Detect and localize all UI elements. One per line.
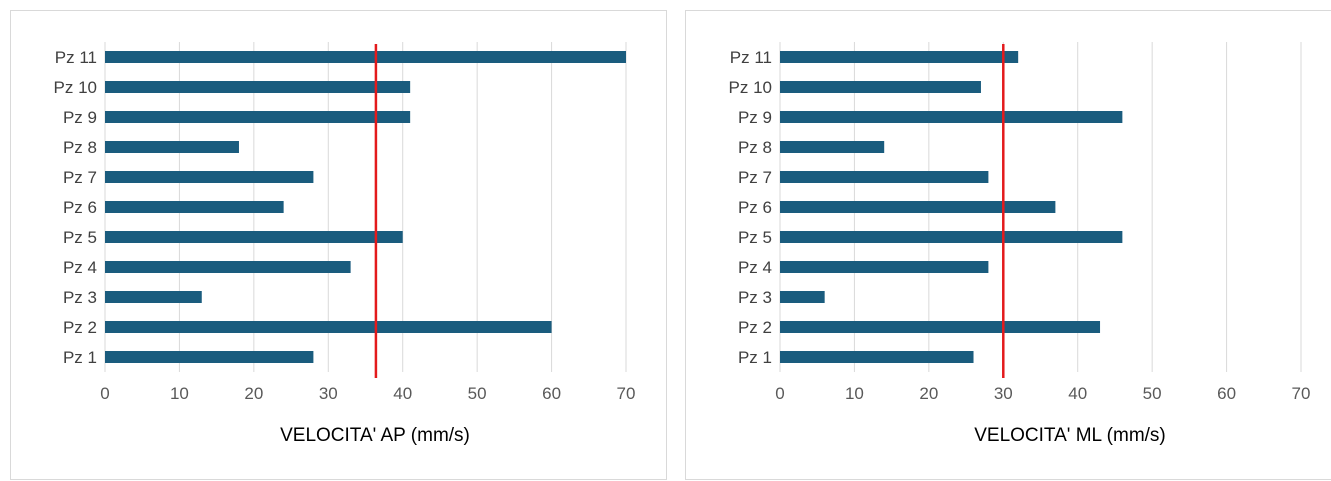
- bar: [780, 291, 825, 303]
- category-label: Pz 2: [738, 318, 772, 337]
- bar: [105, 261, 351, 273]
- x-tick-label: 50: [468, 384, 487, 403]
- x-axis-label: VELOCITA' AP (mm/s): [280, 425, 470, 446]
- bar: [105, 171, 314, 183]
- category-label: Pz 9: [738, 108, 772, 127]
- x-tick-label: 40: [1068, 384, 1087, 403]
- bar: [105, 351, 314, 363]
- chart-panel-ap: 0 10 20 30 40 50 60 70 Pz 1 Pz 2 Pz 3 Pz 4 Pz 5 Pz 6 P…: [10, 10, 667, 480]
- x-tick-label: 0: [775, 384, 784, 403]
- category-label: Pz 6: [738, 198, 772, 217]
- x-tick-label: 30: [994, 384, 1013, 403]
- bar: [780, 201, 1056, 213]
- category-label: Pz 8: [63, 138, 97, 157]
- x-tick-label: 50: [1143, 384, 1162, 403]
- category-label: Pz 10: [54, 78, 97, 97]
- bar: [105, 81, 411, 93]
- category-label: Pz 6: [63, 198, 97, 217]
- bar: [780, 321, 1101, 333]
- chart-ml-svg: 0 10 20 30 40 50 60 70 Pz 1 Pz 2 Pz 3 Pz 4 Pz 5 Pz 6 P…: [729, 42, 1311, 446]
- category-label: Pz 5: [738, 228, 772, 247]
- bar: [105, 321, 552, 333]
- bar: [105, 111, 411, 123]
- bar: [780, 111, 1123, 123]
- category-label: Pz 2: [63, 318, 97, 337]
- category-label: Pz 7: [738, 168, 772, 187]
- x-axis-label: VELOCITA' ML (mm/s): [974, 425, 1166, 446]
- category-label: Pz 1: [63, 348, 97, 367]
- chart-ap-svg: 0 10 20 30 40 50 60 70 Pz 1 Pz 2 Pz 3 Pz 4 Pz 5 Pz 6 P…: [54, 42, 636, 446]
- x-tick-label: 30: [319, 384, 338, 403]
- bar: [780, 351, 974, 363]
- bar: [780, 231, 1123, 243]
- bar: [105, 51, 626, 63]
- x-tick-label: 10: [845, 384, 864, 403]
- x-tick-label: 0: [100, 384, 109, 403]
- bar: [105, 201, 284, 213]
- bar: [780, 141, 885, 153]
- bar: [105, 291, 202, 303]
- bar: [780, 51, 1019, 63]
- chart-panel-ml: 0 10 20 30 40 50 60 70 Pz 1 Pz 2 Pz 3 Pz 4 Pz 5 Pz 6 P…: [685, 10, 1331, 480]
- category-label: Pz 3: [63, 288, 97, 307]
- category-label: Pz 1: [738, 348, 772, 367]
- x-tick-label: 10: [170, 384, 189, 403]
- x-tick-label: 40: [393, 384, 412, 403]
- x-tick-label: 60: [1217, 384, 1236, 403]
- category-label: Pz 11: [55, 48, 97, 67]
- category-label: Pz 4: [63, 258, 97, 277]
- category-label: Pz 10: [729, 78, 772, 97]
- x-tick-label: 70: [617, 384, 636, 403]
- category-label: Pz 11: [730, 48, 772, 67]
- bar: [780, 81, 981, 93]
- category-label: Pz 4: [738, 258, 772, 277]
- bar: [105, 231, 403, 243]
- category-label: Pz 5: [63, 228, 97, 247]
- x-tick-label: 60: [542, 384, 561, 403]
- category-label: Pz 8: [738, 138, 772, 157]
- category-label: Pz 7: [63, 168, 97, 187]
- bar: [780, 171, 989, 183]
- x-tick-label: 20: [244, 384, 263, 403]
- x-tick-label: 70: [1292, 384, 1311, 403]
- category-label: Pz 9: [63, 108, 97, 127]
- category-label: Pz 3: [738, 288, 772, 307]
- bar: [105, 141, 239, 153]
- x-tick-label: 20: [919, 384, 938, 403]
- bar: [780, 261, 989, 273]
